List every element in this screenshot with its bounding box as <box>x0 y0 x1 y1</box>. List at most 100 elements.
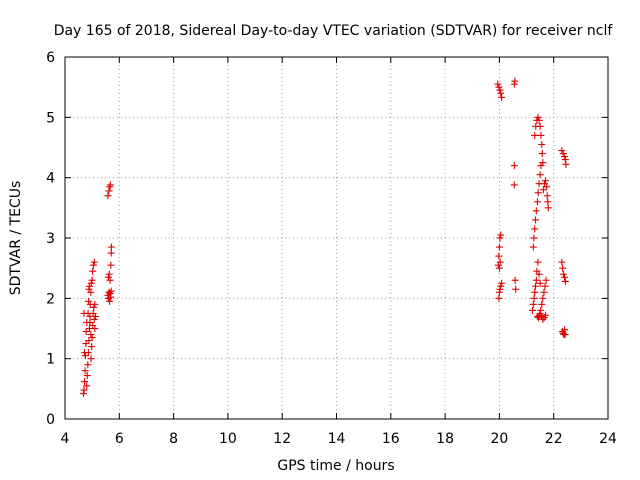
x-tick-label: 10 <box>219 431 237 447</box>
data-point <box>105 270 113 278</box>
data-point <box>495 243 503 251</box>
data-point <box>107 293 115 301</box>
data-point <box>511 77 519 85</box>
data-point <box>496 86 504 94</box>
data-point <box>534 258 542 266</box>
data-point <box>495 83 503 91</box>
data-point <box>104 192 112 200</box>
data-point <box>510 162 518 170</box>
data-point <box>537 131 545 139</box>
data-point <box>512 285 520 293</box>
data-point <box>540 288 548 296</box>
data-point <box>81 378 89 386</box>
data-point <box>536 279 544 287</box>
data-point <box>83 382 91 390</box>
data-point <box>498 93 506 101</box>
data-point <box>106 181 114 189</box>
y-tick-label: 3 <box>46 231 55 247</box>
data-point <box>539 186 547 194</box>
y-axis-label: SDTVAR / TECUs <box>8 181 24 296</box>
x-tick-label: 12 <box>273 431 291 447</box>
grid <box>65 57 608 419</box>
data-point <box>107 243 115 251</box>
data-point <box>510 181 518 189</box>
data-point <box>538 150 546 158</box>
data-point <box>81 367 89 375</box>
chart-title: Day 165 of 2018, Sidereal Day-to-day VTE… <box>54 23 614 39</box>
data-point <box>542 276 550 284</box>
data-point <box>532 207 540 215</box>
data-point <box>535 116 543 124</box>
data-point <box>539 159 547 167</box>
data-point <box>531 225 539 233</box>
data-point <box>91 300 99 308</box>
x-axis-label: GPS time / hours <box>277 458 394 474</box>
y-tick-label: 6 <box>46 50 55 66</box>
x-tick-label: 4 <box>61 431 70 447</box>
data-point <box>543 192 551 200</box>
data-point <box>84 361 92 369</box>
data-point <box>107 249 115 257</box>
data-point <box>80 386 88 394</box>
data-point <box>496 234 504 242</box>
data-point <box>105 187 113 195</box>
data-point <box>498 279 506 287</box>
data-point <box>529 306 537 314</box>
data-point <box>85 282 93 290</box>
data-point <box>536 309 544 317</box>
x-tick-label: 24 <box>599 431 617 447</box>
y-tick-label: 5 <box>46 110 55 126</box>
data-point <box>106 276 114 284</box>
data-point <box>104 273 112 281</box>
x-tick-label: 6 <box>115 431 124 447</box>
data-point <box>82 328 90 336</box>
data-point <box>532 282 540 290</box>
data-point <box>538 140 546 148</box>
data-point <box>542 177 550 185</box>
data-point <box>87 331 95 339</box>
data-point <box>541 282 549 290</box>
data-point <box>495 294 503 302</box>
plot-frame <box>64 56 609 420</box>
x-tick-label: 18 <box>436 431 454 447</box>
data-point <box>559 150 567 158</box>
data-point <box>532 216 540 224</box>
data-point <box>536 122 544 130</box>
data-point <box>562 160 570 168</box>
data-point <box>87 355 95 363</box>
data-points <box>79 77 570 398</box>
x-tick-label: 8 <box>169 431 178 447</box>
data-point <box>558 258 566 266</box>
data-point <box>532 276 540 284</box>
data-point <box>107 287 115 295</box>
data-point <box>561 331 569 339</box>
data-point <box>539 294 547 302</box>
data-point <box>85 337 93 345</box>
data-point <box>90 315 98 323</box>
data-point <box>496 285 504 293</box>
data-point <box>88 343 96 351</box>
data-point <box>91 312 99 320</box>
data-point <box>91 325 99 332</box>
data-point <box>535 270 543 278</box>
data-point <box>88 276 96 284</box>
data-point <box>561 153 569 161</box>
x-tick-label: 16 <box>382 431 400 447</box>
data-point <box>88 334 96 342</box>
data-point <box>538 300 546 308</box>
data-point <box>533 198 541 206</box>
data-point <box>544 198 552 206</box>
y-tick-label: 2 <box>46 291 55 307</box>
data-point <box>497 89 505 97</box>
data-point <box>558 147 566 155</box>
data-point <box>561 273 569 281</box>
data-point <box>530 294 538 302</box>
data-point <box>90 303 98 311</box>
data-point <box>82 340 90 348</box>
data-point <box>497 282 505 290</box>
data-point <box>83 372 91 380</box>
data-point <box>496 258 504 266</box>
data-point <box>497 231 505 239</box>
